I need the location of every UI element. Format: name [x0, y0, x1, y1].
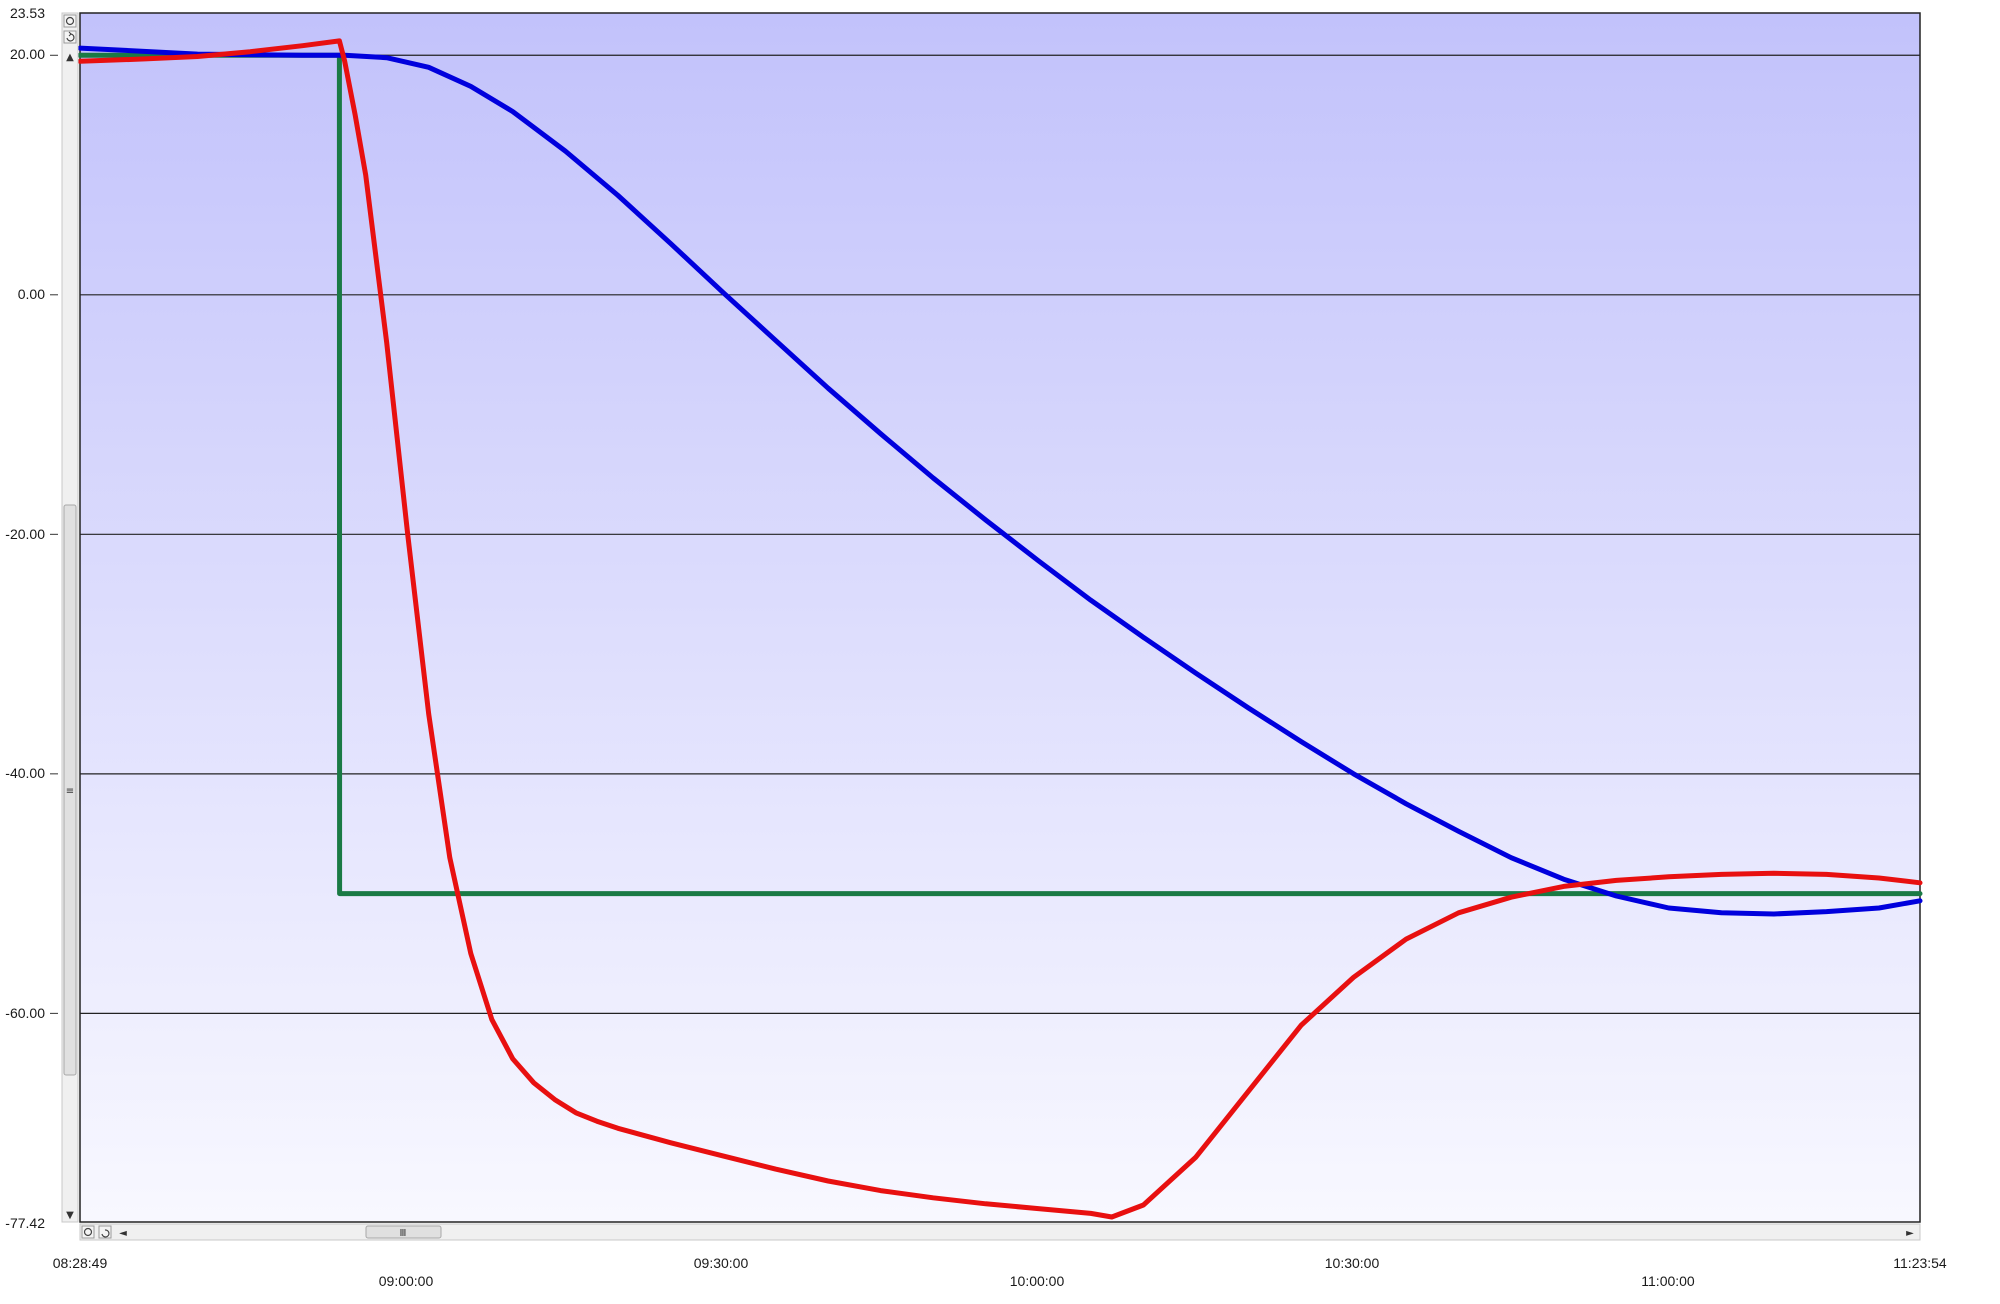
- y-tick-label: 23.53: [10, 5, 45, 21]
- vertical-scroll-thumb[interactable]: [63, 504, 77, 1076]
- x-axis: 08:28:49 09:00:00 09:30:00 10:00:00 10:3…: [53, 1255, 1947, 1289]
- series-layer: [77, 38, 1923, 1220]
- x-tick-label: 09:30:00: [694, 1255, 749, 1271]
- y-tick-label: -60.00: [5, 1005, 45, 1021]
- grid-lines: [50, 54, 1920, 1014]
- series-line-2: [77, 45, 1923, 917]
- y-axis: 23.53 20.00 0.00 -20.00 -40.00 -60.00 -7…: [5, 5, 45, 1231]
- y-tick-label: 0.00: [18, 286, 45, 302]
- zoom-undo-icon[interactable]: [63, 30, 77, 44]
- x-tick-label: 11:23:54: [1893, 1255, 1947, 1271]
- x-tick-label: 10:30:00: [1325, 1255, 1380, 1271]
- vertical-grip-icon: ≡: [66, 786, 74, 797]
- horizontal-grip-icon: Ⅲ: [400, 1228, 407, 1239]
- x-tick-label: 08:28:49: [53, 1255, 108, 1271]
- zoom-reset-icon[interactable]: [63, 14, 77, 28]
- y-tick-label: -40.00: [5, 765, 45, 781]
- scroll-down-arrow-icon[interactable]: ▼: [66, 1210, 74, 1221]
- scroll-up-arrow-icon[interactable]: ▲: [66, 52, 74, 63]
- zoom-reset-icon[interactable]: [81, 1225, 95, 1239]
- y-tick-label: -20.00: [5, 526, 45, 542]
- horizontal-scrollbar[interactable]: ◄ Ⅲ ►: [79, 1223, 1921, 1241]
- vertical-scrollbar[interactable]: ▲ ≡ ▼: [61, 12, 79, 1223]
- zoom-undo-icon[interactable]: [98, 1225, 112, 1239]
- x-tick-label: 10:00:00: [1010, 1273, 1065, 1289]
- x-tick-label: 11:00:00: [1641, 1273, 1695, 1289]
- y-tick-label: 20.00: [10, 46, 45, 62]
- x-tick-label: 09:00:00: [379, 1273, 434, 1289]
- plot-area: [79, 12, 1921, 1223]
- series-line-3: [77, 38, 1923, 1220]
- scroll-right-arrow-icon[interactable]: ►: [1906, 1228, 1914, 1239]
- y-tick-label: -77.42: [5, 1215, 45, 1231]
- horizontal-scroll-thumb[interactable]: [365, 1225, 442, 1239]
- scroll-left-arrow-icon[interactable]: ◄: [119, 1228, 127, 1239]
